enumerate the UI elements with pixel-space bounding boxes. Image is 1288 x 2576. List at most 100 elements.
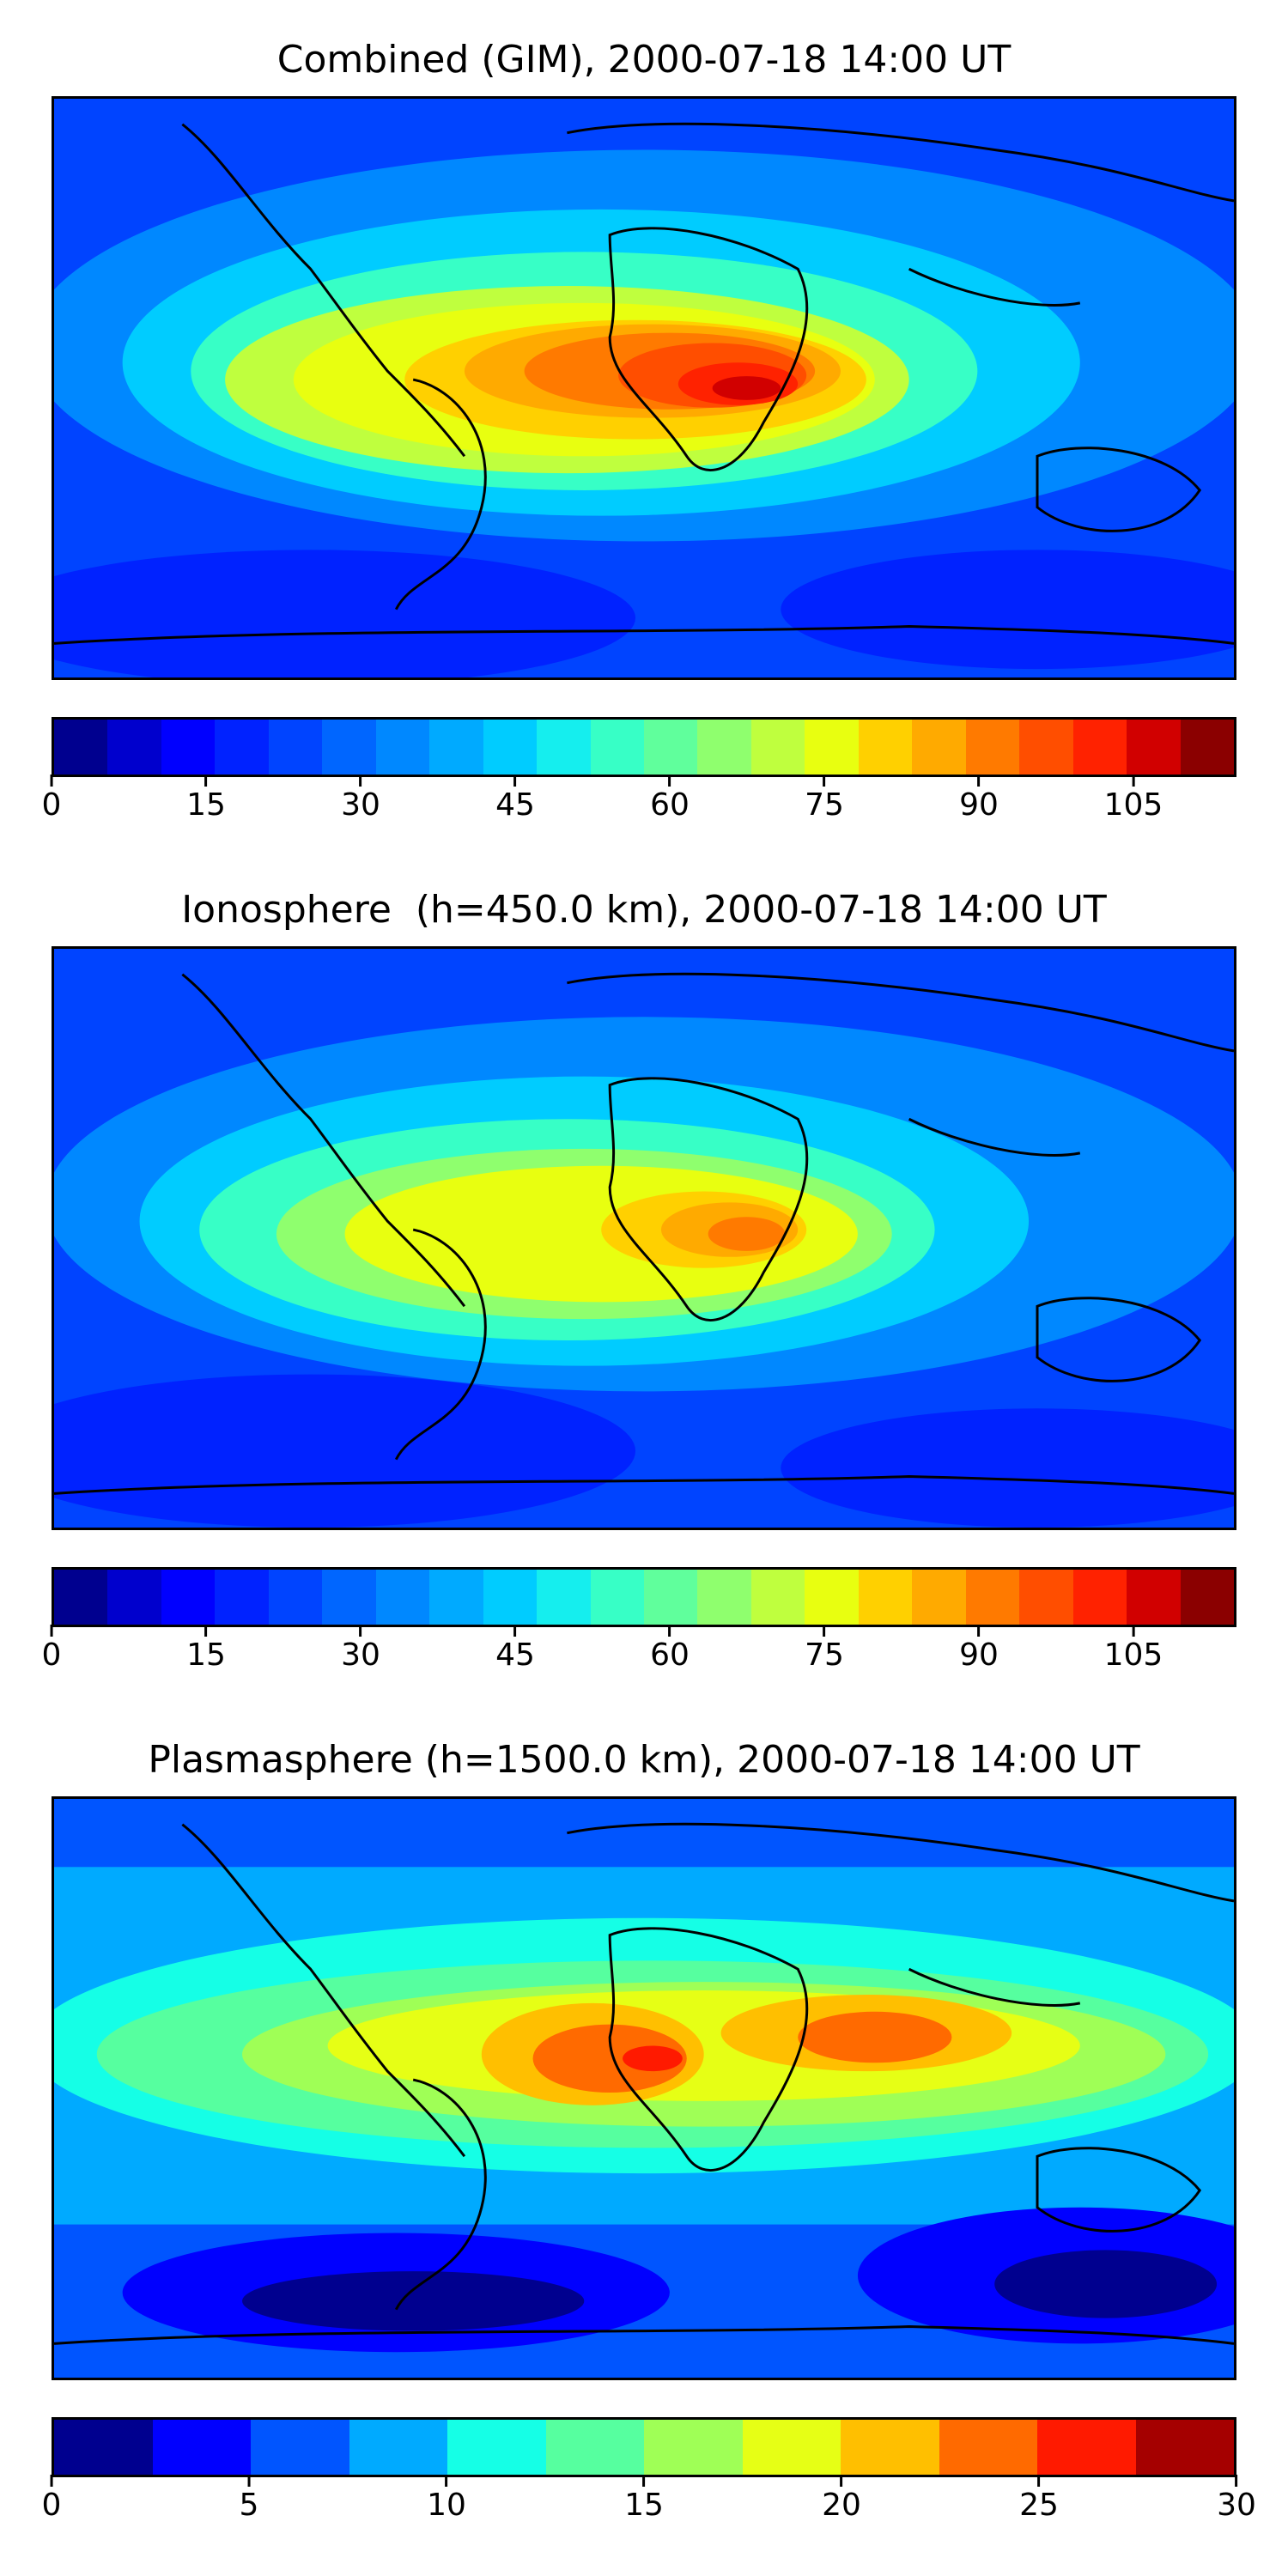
colorbar-tick: 5: [240, 2475, 258, 2524]
tick-label: 0: [41, 1637, 62, 1673]
colorbar-segment: [644, 2420, 743, 2475]
colorbar-segment: [1180, 720, 1234, 775]
colorbar-segment: [54, 720, 108, 775]
colorbar-segment: [251, 2420, 349, 2475]
colorbar-segment: [447, 2420, 546, 2475]
heatmap-plot: [54, 949, 1234, 1528]
colorbar-segment: [643, 1570, 698, 1625]
colorbar-segment: [697, 720, 751, 775]
colorbar-tick: 15: [186, 1625, 226, 1674]
coastlines: [54, 972, 1234, 1495]
colorbar-segment: [1127, 1570, 1181, 1625]
colorbar-segment: [590, 1570, 644, 1625]
tick-label: 25: [1019, 2488, 1059, 2523]
tick-label: 0: [41, 2488, 62, 2523]
colorbar-tick: 0: [41, 2475, 62, 2524]
colorbar-tick: 90: [959, 1625, 999, 1674]
colorbar-tick: 0: [41, 775, 62, 824]
colorbar-segment: [429, 1570, 483, 1625]
colorbar-segment: [54, 2420, 153, 2475]
tick-label: 105: [1103, 1637, 1163, 1673]
colorbar-segment: [643, 720, 698, 775]
colorbar-segment: [841, 2420, 939, 2475]
colorbar-segment: [54, 1570, 108, 1625]
colorbar-segment: [912, 720, 966, 775]
tick-label: 30: [341, 1637, 380, 1673]
colorbar-segment: [1037, 2420, 1136, 2475]
colorbar-segment: [215, 1570, 269, 1625]
colorbar-tick: 30: [341, 775, 380, 824]
colorbar-segment: [1072, 720, 1127, 775]
tick-label: 15: [624, 2488, 664, 2523]
colorbar-segment: [375, 720, 430, 775]
tick-label: 45: [495, 1637, 535, 1673]
coastlines: [54, 1822, 1234, 2345]
colorbar: [52, 2417, 1236, 2477]
colorbar-tick: 25: [1019, 2475, 1059, 2524]
tick-label: 90: [959, 787, 999, 823]
chart-title: Plasmasphere (h=1500.0 km), 2000-07-18 1…: [148, 1738, 1140, 1782]
colorbar-segment: [965, 1570, 1020, 1625]
colorbar-segment: [322, 1570, 376, 1625]
tick-label: 15: [186, 1637, 226, 1673]
colorbar-segment: [858, 720, 913, 775]
colorbar-segment: [1019, 720, 1073, 775]
colorbar-segment: [858, 1570, 913, 1625]
heatmap-plot: [54, 1799, 1234, 2378]
colorbar-segment: [750, 720, 805, 775]
colorbar-segment: [1180, 1570, 1234, 1625]
tick-label: 60: [650, 1637, 690, 1673]
colorbar-tick: 75: [805, 1625, 844, 1674]
coastlines: [54, 122, 1234, 645]
colorbar-segment: [537, 1570, 591, 1625]
colorbar-segment: [545, 2420, 644, 2475]
tick-label: 60: [650, 787, 690, 823]
colorbar-tick: 60: [650, 1625, 690, 1674]
colorbar-tick: 90: [959, 775, 999, 824]
tick-label: 15: [186, 787, 226, 823]
tick-label: 30: [341, 787, 380, 823]
colorbar-segment: [107, 720, 161, 775]
colorbar-segment: [742, 2420, 841, 2475]
tick-label: 10: [427, 2488, 466, 2523]
colorbar-segment: [107, 1570, 161, 1625]
colorbar-tick: 30: [341, 1625, 380, 1674]
colorbar: [52, 1567, 1236, 1627]
colorbar-tick: 75: [805, 775, 844, 824]
colorbar-tick: 45: [495, 1625, 535, 1674]
colorbar-ticks: 0 15 30 45 60 75 90 105: [42, 775, 1236, 826]
tick-label: 75: [805, 1637, 844, 1673]
colorbar-segment: [268, 720, 323, 775]
colorbar-segment: [429, 720, 483, 775]
tick-label: 75: [805, 787, 844, 823]
colorbar-segment: [537, 720, 591, 775]
colorbar-segment: [161, 1570, 216, 1625]
colorbar-tick: 60: [650, 775, 690, 824]
colorbar-segment: [349, 2420, 447, 2475]
colorbar-segment: [161, 720, 216, 775]
tick-label: 0: [41, 787, 62, 823]
colorbar-segment: [697, 1570, 751, 1625]
heatmap-plot: [54, 99, 1234, 677]
colorbar-ticks: 0 15 30 45 60 75 90 105: [42, 1625, 1236, 1676]
colorbar-segment: [805, 720, 859, 775]
colorbar-segment: [1072, 1570, 1127, 1625]
colorbar-tick: 15: [624, 2475, 664, 2524]
colorbar-tick: 105: [1104, 775, 1163, 824]
colorbar-segment: [805, 1570, 859, 1625]
colorbar-segment: [375, 1570, 430, 1625]
tick-label: 30: [1217, 2488, 1256, 2523]
heatmap-map: [52, 96, 1236, 680]
colorbar-tick: 15: [186, 775, 226, 824]
colorbar-segment: [1019, 1570, 1073, 1625]
colorbar-segment: [912, 1570, 966, 1625]
colorbar-segment: [215, 720, 269, 775]
colorbar-ticks: 0 5 10 15 20 25 30: [42, 2475, 1256, 2526]
colorbar-segment: [939, 2420, 1037, 2475]
chart-title: Ionosphere (h=450.0 km), 2000-07-18 14:0…: [181, 888, 1107, 932]
tick-label: 45: [495, 787, 535, 823]
colorbar-segment: [268, 1570, 323, 1625]
tick-label: 20: [822, 2488, 861, 2523]
tick-label: 105: [1103, 787, 1163, 823]
colorbar-tick: 105: [1104, 1625, 1163, 1674]
